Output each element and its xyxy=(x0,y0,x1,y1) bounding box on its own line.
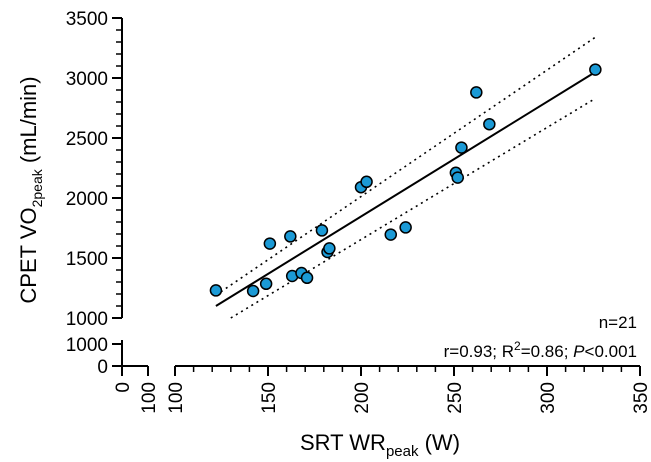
ci-lower-line xyxy=(230,97,596,319)
x-tick-label: 350 xyxy=(631,382,651,414)
y-axis-title: CPET VO2peak (mL/min) xyxy=(16,76,45,303)
data-point xyxy=(384,228,398,241)
data-point xyxy=(315,224,329,237)
y-tick-label: 3500 xyxy=(66,9,108,30)
data-point xyxy=(323,242,336,255)
data-points xyxy=(209,63,602,298)
ci-upper-line xyxy=(215,36,596,296)
y-tick-label: 2000 xyxy=(66,189,108,210)
annotation-n: n=21 xyxy=(599,313,637,332)
y-tick-label: 2500 xyxy=(66,129,108,150)
x-tick-label: 250 xyxy=(445,382,466,414)
data-point xyxy=(284,230,297,243)
data-point xyxy=(399,221,412,234)
x-tick-label: 300 xyxy=(538,382,559,414)
data-point xyxy=(246,284,260,298)
y-tick-label: 1000 xyxy=(66,309,108,330)
data-point xyxy=(455,141,468,154)
x-tick-label: 100 xyxy=(166,382,187,414)
data-point xyxy=(360,175,373,189)
x-break-tick-label: 0 xyxy=(113,382,134,393)
data-point xyxy=(263,237,277,250)
data-point xyxy=(259,277,273,291)
y-tick-label: 1500 xyxy=(66,249,108,270)
data-point xyxy=(451,171,464,184)
data-point xyxy=(589,63,602,76)
y-axis-main-ticks: 1000 1500 2000 2500 3000 3500 xyxy=(66,9,122,330)
y-break-tick-label: 0 xyxy=(97,357,108,378)
regression-line xyxy=(215,71,596,307)
data-point xyxy=(300,271,314,285)
data-point xyxy=(209,284,223,297)
x-axis-title: SRT WRpeak (W) xyxy=(300,430,460,460)
annotation-stats: r=0.93; R2=0.86; P<0.001 xyxy=(444,339,637,361)
data-point xyxy=(470,86,483,99)
data-point xyxy=(483,117,496,131)
y-tick-label: 3000 xyxy=(66,69,108,90)
x-tick-label: 150 xyxy=(259,382,280,414)
x-break-tick-label: 100 xyxy=(139,382,160,414)
x-axis-ticks: 0 100 100 150 200 250 300 350 xyxy=(113,366,651,414)
x-tick-label: 200 xyxy=(352,382,373,414)
y-break-tick-label: 1000 xyxy=(66,335,108,356)
